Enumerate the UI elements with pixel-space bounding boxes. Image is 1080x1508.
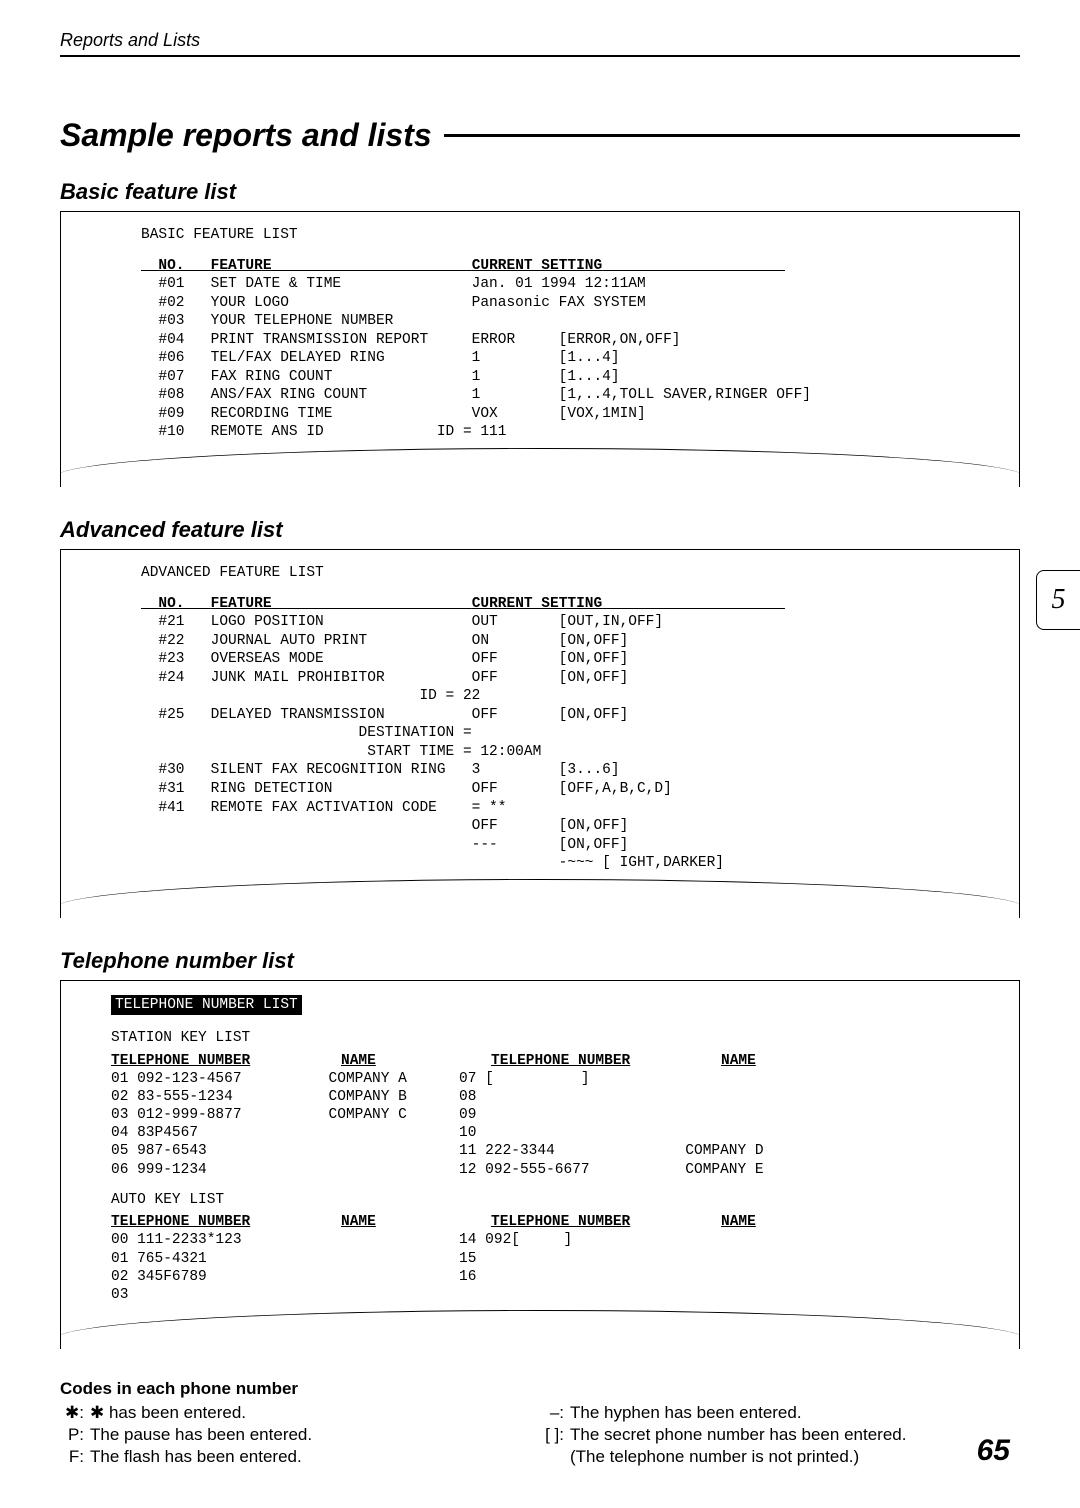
table-row: #07 FAX RING COUNT 1 [1...4]: [141, 368, 979, 387]
advanced-rows: #21 LOGO POSITION OUT [OUT,IN,OFF] #22 J…: [141, 613, 979, 873]
station-key-title: STATION KEY LIST: [111, 1029, 979, 1048]
code-item: (The telephone number is not printed.): [540, 1447, 1020, 1467]
auto-rows: 00 111-2233*123 14 092[ ] 01 765-4321 15…: [111, 1231, 979, 1304]
code-item: –:The hyphen has been entered.: [540, 1403, 1020, 1423]
table-row: #09 RECORDING TIME VOX [VOX,1MIN]: [141, 405, 979, 424]
advanced-list-title: ADVANCED FEATURE LIST: [141, 564, 979, 583]
advanced-section-title: Advanced feature list: [60, 517, 1020, 543]
table-row: #01 SET DATE & TIME Jan. 01 1994 12:11AM: [141, 275, 979, 294]
table-row: #08 ANS/FAX RING COUNT 1 [1,..4,TOLL SAV…: [141, 386, 979, 405]
code-item: [ ]:The secret phone number has been ent…: [540, 1425, 1020, 1445]
telephone-list-title: TELEPHONE NUMBER LIST: [111, 995, 302, 1016]
table-row: #10 REMOTE ANS ID ID = 111: [141, 423, 979, 442]
advanced-list-box: ADVANCED FEATURE LIST NO. FEATURE CURREN…: [60, 549, 1020, 918]
station-rows: 01 092-123-4567 COMPANY A 07 [ ] 02 83-5…: [111, 1070, 979, 1179]
code-item: P:The pause has been entered.: [60, 1425, 540, 1445]
table-row: #03 YOUR TELEPHONE NUMBER: [141, 312, 979, 331]
basic-header-row: NO. FEATURE CURRENT SETTING: [141, 257, 979, 276]
page-number: 65: [977, 1434, 1010, 1468]
station-header-row: TELEPHONE NUMBER NAME TELEPHONE NUMBER N…: [111, 1052, 979, 1070]
table-row: #04 PRINT TRANSMISSION REPORT ERROR [ERR…: [141, 331, 979, 350]
auto-header-row: TELEPHONE NUMBER NAME TELEPHONE NUMBER N…: [111, 1213, 979, 1231]
codes-section: Codes in each phone number ✱:✱ has been …: [60, 1379, 1020, 1469]
telephone-section-title: Telephone number list: [60, 948, 1020, 974]
telephone-list-title-wrap: TELEPHONE NUMBER LIST: [111, 995, 979, 1016]
basic-list-title: BASIC FEATURE LIST: [141, 226, 979, 245]
basic-section-title: Basic feature list: [60, 179, 1020, 205]
auto-key-title: AUTO KEY LIST: [111, 1191, 979, 1210]
main-title-text: Sample reports and lists: [60, 117, 432, 154]
basic-list-box: BASIC FEATURE LIST NO. FEATURE CURRENT S…: [60, 211, 1020, 487]
telephone-list-box: TELEPHONE NUMBER LIST STATION KEY LIST T…: [60, 980, 1020, 1349]
breadcrumb: Reports and Lists: [60, 30, 1020, 57]
codes-left-col: ✱:✱ has been entered. P:The pause has be…: [60, 1403, 540, 1469]
codes-title: Codes in each phone number: [60, 1379, 1020, 1399]
table-row: #02 YOUR LOGO Panasonic FAX SYSTEM: [141, 294, 979, 313]
codes-right-col: –:The hyphen has been entered. [ ]:The s…: [540, 1403, 1020, 1469]
advanced-header-row: NO. FEATURE CURRENT SETTING: [141, 595, 979, 614]
title-rule: [444, 134, 1020, 137]
code-item: F:The flash has been entered.: [60, 1447, 540, 1467]
main-title: Sample reports and lists: [60, 117, 1020, 154]
side-tab: 5: [1036, 570, 1080, 630]
table-row: #06 TEL/FAX DELAYED RING 1 [1...4]: [141, 349, 979, 368]
code-item: ✱:✱ has been entered.: [60, 1403, 540, 1423]
